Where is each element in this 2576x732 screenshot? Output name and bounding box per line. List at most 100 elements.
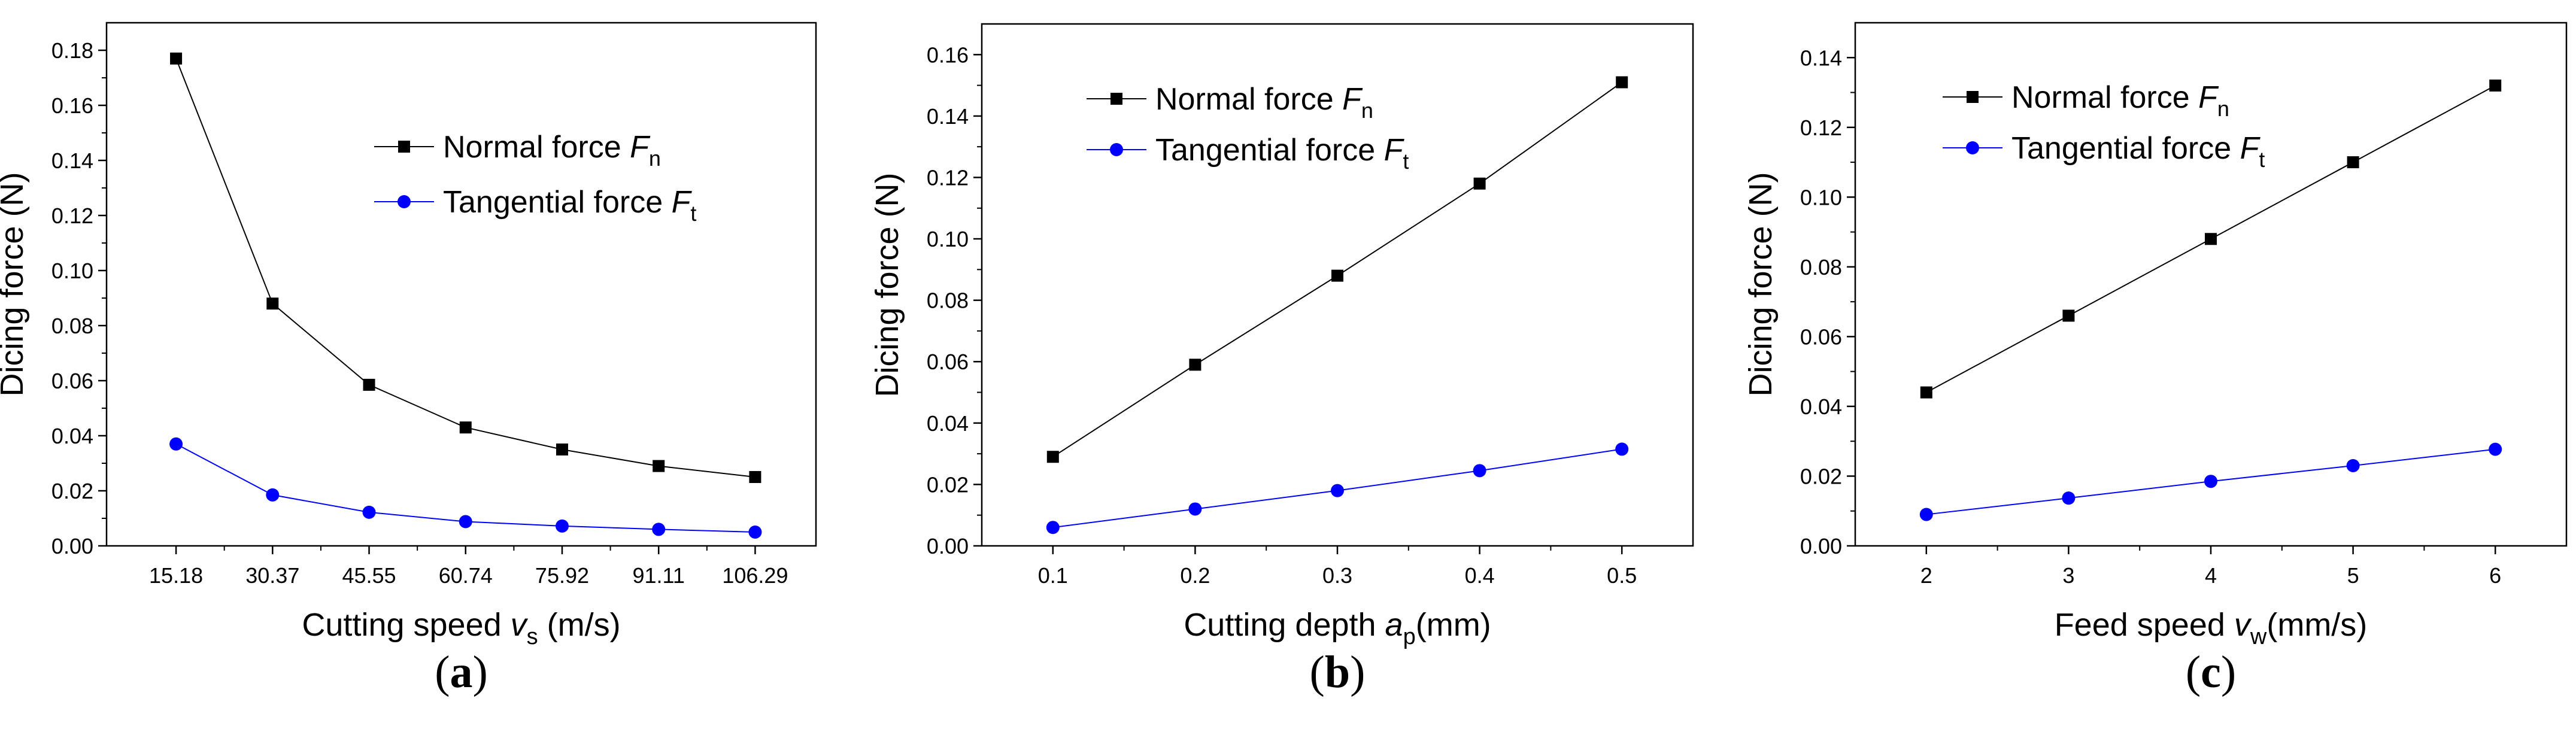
data-point-n (2205, 233, 2217, 245)
x-tick-label: 6 (2489, 563, 2501, 588)
y-axis-title: Dicing force (N) (1743, 172, 1779, 396)
y-tick-label: 0.04 (927, 411, 969, 436)
data-point-n (2062, 309, 2075, 322)
data-point-t (362, 505, 376, 519)
x-tick-label: 0.1 (1038, 563, 1068, 588)
data-point-n (1473, 177, 1486, 190)
data-point-t (2204, 475, 2217, 488)
x-axis-title: Feed speed vw(mm/s) (2055, 607, 2368, 649)
data-point-t (2062, 491, 2076, 505)
y-tick-label: 0.08 (51, 314, 93, 338)
data-point-t (459, 515, 472, 529)
y-tick-label: 0.08 (927, 288, 969, 313)
panel-label: (c) (2186, 647, 2236, 697)
plot-frame (105, 22, 817, 547)
x-tick-label: 0.5 (1607, 563, 1637, 588)
x-title-main: Cutting speed (302, 607, 510, 643)
x-title-unit: (mm) (1416, 607, 1491, 643)
data-point-n (2347, 156, 2359, 169)
panel-paren-open: ( (1310, 647, 1325, 697)
panel-paren-close: ) (1350, 647, 1365, 697)
chart-panel-c: 0.00 0.02 0.04 0.06 0.08 0.10 0.12 0.14 2 3 4 5 6 Nor… (1743, 22, 2568, 697)
y-tick-label: 0.10 (1800, 185, 1842, 209)
x-tick-label: 75.92 (535, 563, 589, 588)
legend-marker-n (1110, 93, 1122, 105)
legend-subscript: n (1361, 98, 1373, 123)
y-axis-title: Dicing force (N) (0, 172, 30, 396)
data-point-t (2489, 442, 2502, 456)
x-tick-label: 106.29 (722, 563, 788, 588)
legend-label-n: Normal force Fn (443, 130, 661, 171)
legend-symbol: F (1384, 133, 1405, 168)
legend-symbol: F (630, 130, 651, 165)
y-tick-label: 0.18 (51, 38, 93, 63)
legend-label-n: Normal force Fn (2011, 80, 2229, 121)
legend-subscript: t (690, 201, 696, 226)
legend-subscript: n (2217, 96, 2229, 121)
legend-label-t: Tangential force Ft (2011, 131, 2265, 172)
x-tick-label: 0.2 (1180, 563, 1210, 588)
panel-letter: b (1325, 647, 1350, 697)
x-title-symbol: v (511, 607, 529, 643)
legend-label-t: Tangential force Ft (443, 185, 696, 226)
y-tick-label: 0.02 (51, 479, 93, 503)
y-tick-label: 0.08 (1800, 255, 1842, 280)
data-point-t (1919, 508, 1933, 521)
x-title-symbol: v (2234, 607, 2252, 643)
data-point-t (1331, 484, 1344, 497)
legend-name: Normal force (443, 130, 630, 165)
data-point-t (1046, 521, 1060, 534)
legend-subscript: n (649, 146, 661, 171)
data-point-n (363, 378, 375, 391)
legend-symbol: F (1342, 82, 1363, 117)
legend-symbol: F (2240, 131, 2261, 166)
panel-label: (b) (1310, 647, 1366, 697)
x-tick-label: 0.3 (1322, 563, 1352, 588)
data-point-n (749, 471, 761, 483)
y-tick-label: 0.14 (51, 148, 93, 173)
chart-panel-b: 0.00 0.02 0.04 0.06 0.08 0.10 0.12 0.14 0.16 0.1 0… (869, 23, 1694, 697)
data-point-t (169, 437, 183, 451)
legend-label-n: Normal force Fn (1155, 82, 1373, 123)
chart-panel-a: 0.00 0.02 0.04 0.06 0.08 0.10 0.12 0.14 0.16 0.18… (0, 22, 817, 697)
y-tick-label: 0.06 (51, 369, 93, 393)
x-tick-label: 15.18 (149, 563, 203, 588)
y-tick-label: 0.12 (1800, 116, 1842, 140)
legend-name: Tangential force (443, 185, 672, 220)
data-point-t (1473, 464, 1486, 478)
panel-paren-close: ) (2221, 647, 2236, 697)
panel-label: (a) (435, 647, 488, 697)
data-point-t (1188, 502, 1202, 516)
y-tick-label: 0.02 (927, 472, 969, 497)
panel-letter: c (2201, 647, 2221, 697)
legend-name: Normal force (1155, 82, 1342, 117)
data-point-n (459, 421, 472, 434)
x-title-subscript: p (1403, 624, 1416, 649)
x-title-symbol: a (1385, 607, 1403, 643)
y-tick-label: 0.12 (51, 203, 93, 228)
y-tick-label: 0.04 (1800, 394, 1842, 419)
x-title-unit: (mm/s) (2266, 607, 2367, 643)
data-point-t (555, 519, 569, 533)
legend-name: Tangential force (2011, 131, 2240, 166)
y-tick-label: 0.00 (927, 534, 969, 558)
data-point-t (748, 526, 762, 539)
y-tick-label: 0.16 (51, 93, 93, 118)
panel-paren-open: ( (435, 647, 450, 697)
x-tick-label: 0.4 (1465, 563, 1495, 588)
x-title-subscript: w (2250, 624, 2267, 649)
legend-symbol: F (672, 185, 693, 220)
data-point-t (1615, 442, 1629, 456)
x-tick-label: 4 (2205, 563, 2217, 588)
x-axis-title: Cutting speed vs (m/s) (302, 607, 620, 649)
legend-subscript: t (1403, 149, 1409, 174)
x-tick-label: 30.37 (245, 563, 299, 588)
data-point-n (1616, 76, 1628, 89)
y-tick-label: 0.00 (1800, 534, 1842, 558)
legend-name: Normal force (2011, 80, 2198, 115)
x-axis-title: Cutting depth ap(mm) (1184, 607, 1491, 649)
data-point-t (652, 523, 666, 536)
y-tick-label: 0.10 (51, 259, 93, 283)
data-point-n (1046, 451, 1059, 463)
